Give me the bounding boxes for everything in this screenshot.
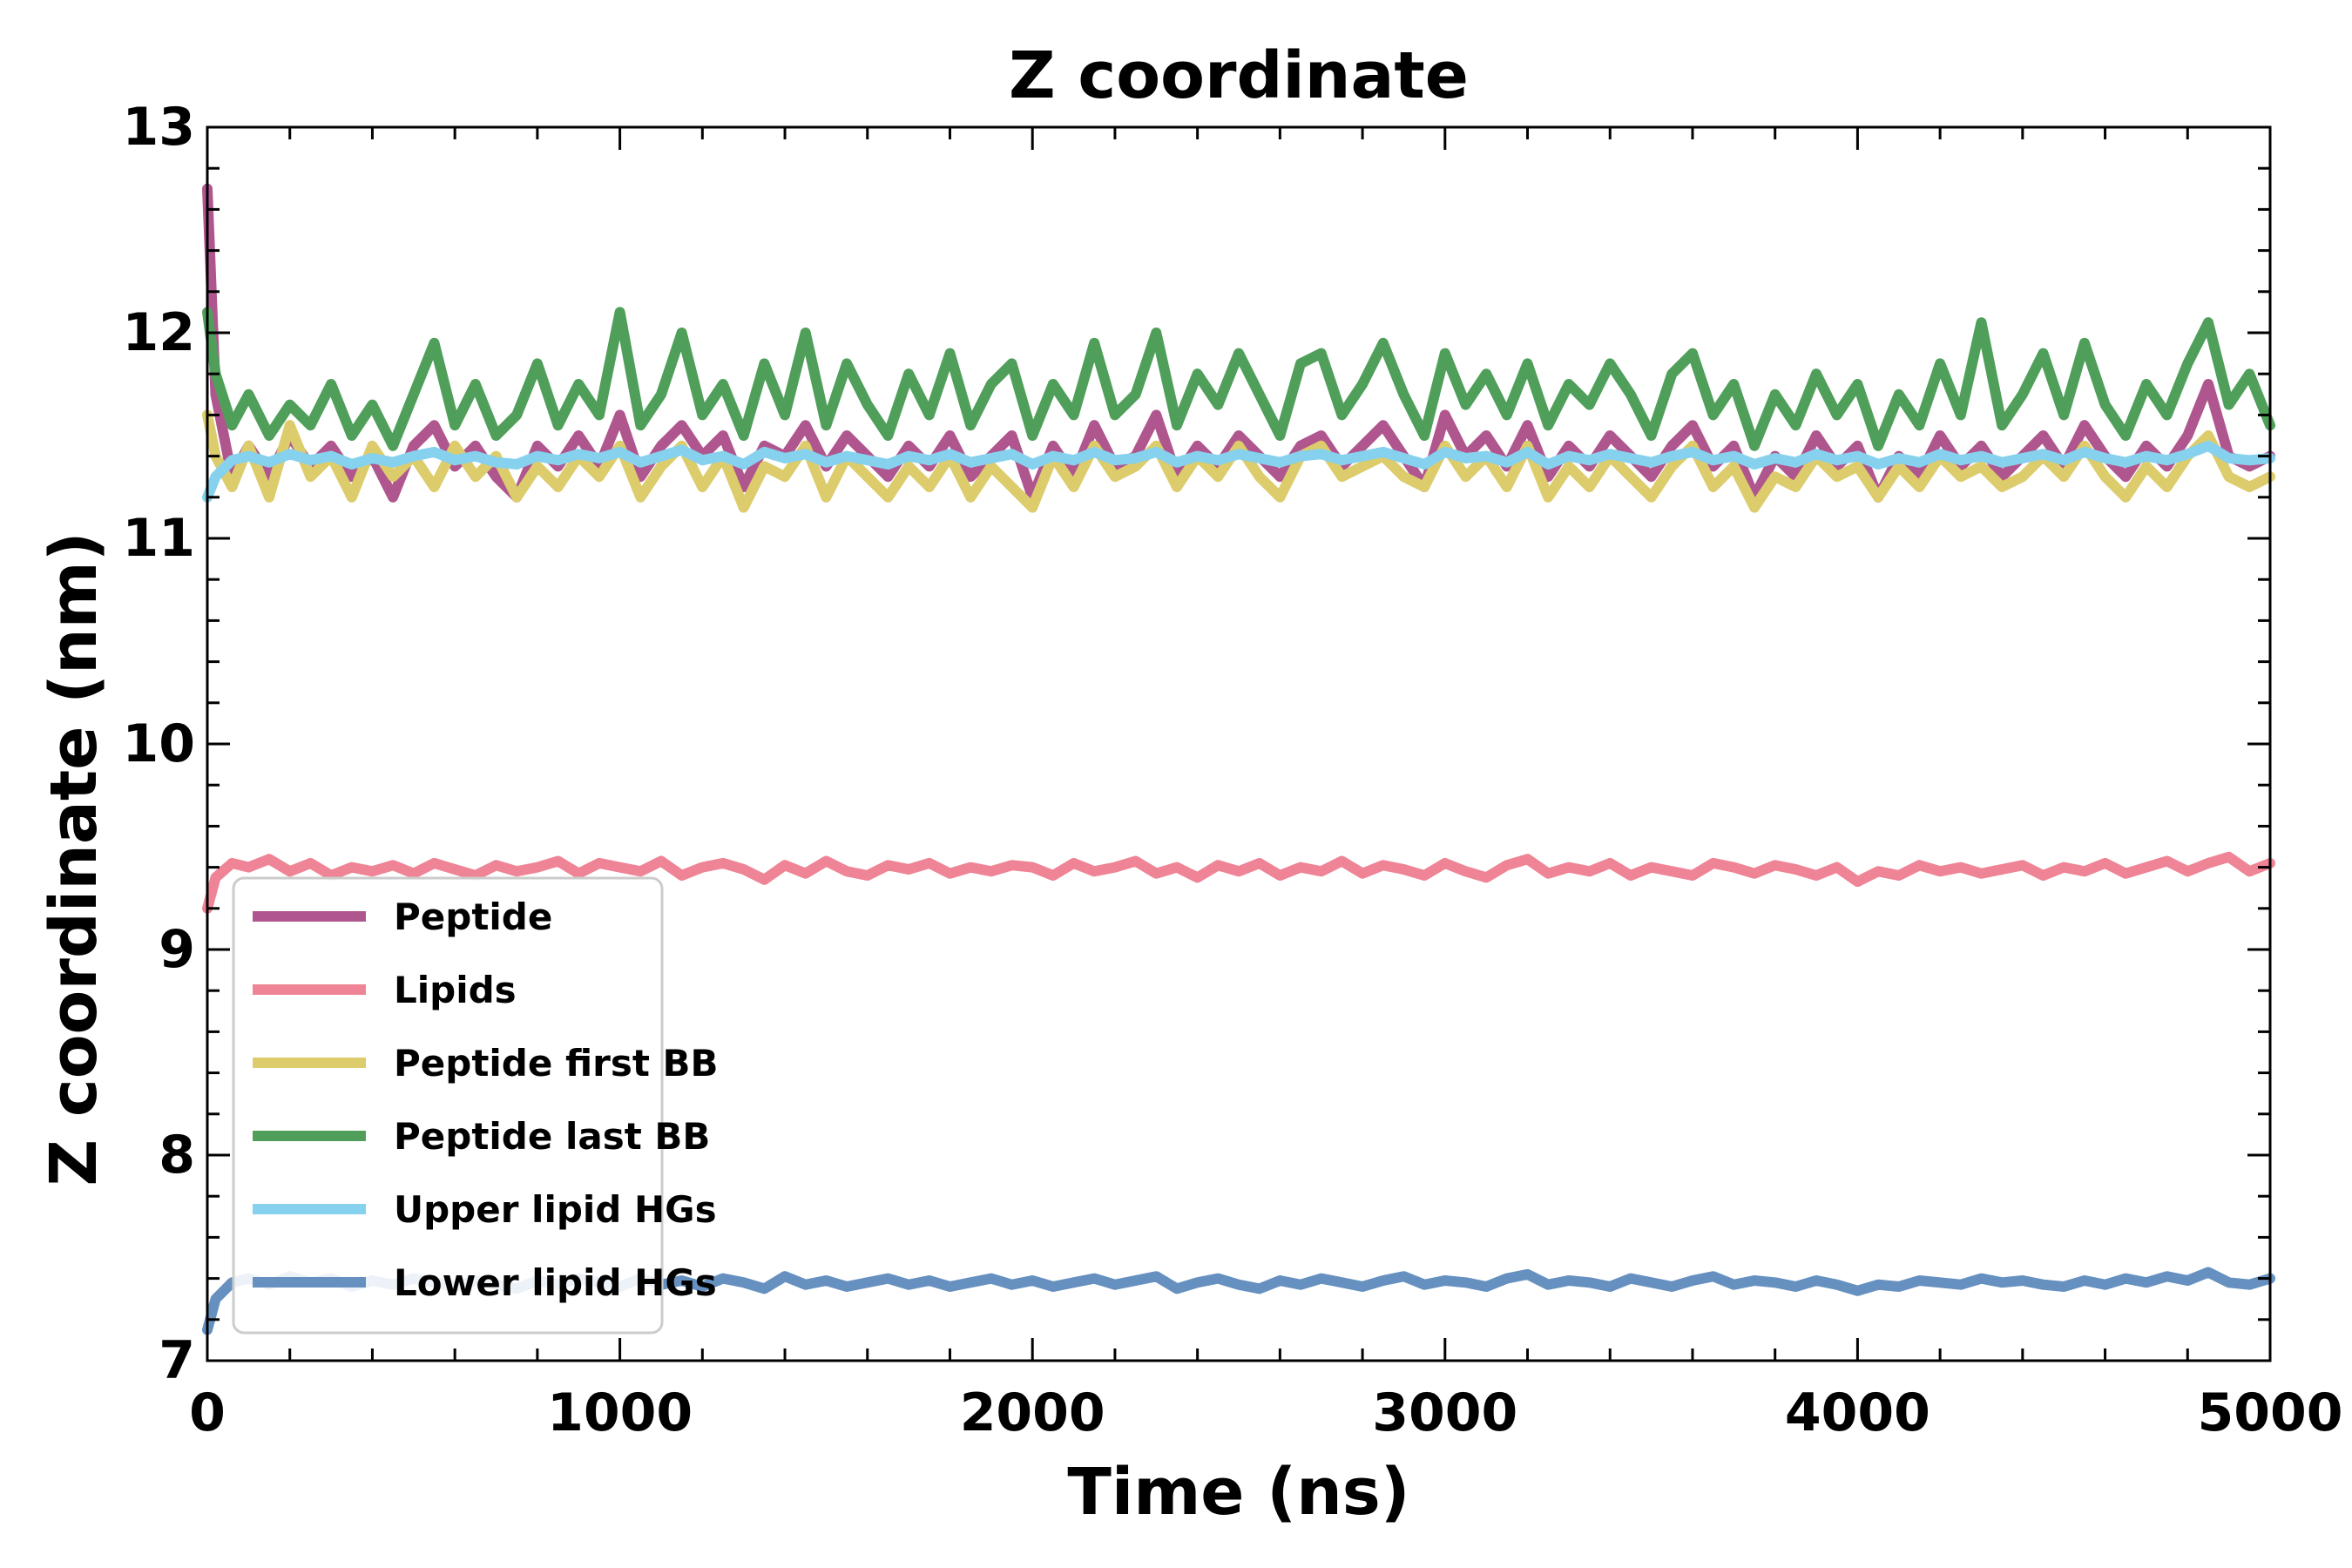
y-tick-label: 7 <box>159 1330 195 1391</box>
legend-label-2: Peptide first BB <box>394 1042 719 1085</box>
x-axis-label: Time (ns) <box>1067 1455 1409 1530</box>
series-line-4 <box>202 440 2275 503</box>
x-tick-label: 0 <box>189 1382 226 1443</box>
y-tick-label: 10 <box>123 713 196 774</box>
chart-title: Z coordinate <box>1009 38 1469 113</box>
x-tick-label: 1000 <box>547 1382 693 1443</box>
y-tick-label: 13 <box>123 97 196 158</box>
y-tick-label: 9 <box>159 919 195 980</box>
legend: Peptide Lipids Peptide first BB Peptide las… <box>232 876 719 1335</box>
y-tick-label: 11 <box>123 508 196 569</box>
plot-frame <box>206 125 2272 1362</box>
series-line-1 <box>202 851 2275 914</box>
legend-label-0: Peptide <box>394 896 552 938</box>
ticks-layer: 0 1000 2000 3000 4000 5000 7 8 9 10 11 12 13 <box>123 97 2343 1443</box>
legend-label-1: Lipids <box>394 969 517 1011</box>
legend-label-4: Upper lipid HGs <box>394 1188 717 1231</box>
y-tick-label: 8 <box>159 1125 195 1186</box>
x-tick-label: 3000 <box>1372 1382 1517 1443</box>
series-line-3 <box>202 307 2275 451</box>
x-tick-label: 2000 <box>960 1382 1105 1443</box>
y-axis-label: Z coordinate (nm) <box>37 531 112 1186</box>
x-tick-label: 4000 <box>1785 1382 1930 1443</box>
legend-label-3: Peptide last BB <box>394 1115 710 1158</box>
y-tick-label: 12 <box>123 302 196 363</box>
x-tick-label: 5000 <box>2198 1382 2343 1443</box>
legend-label-5: Lower lipid HGs <box>394 1261 717 1304</box>
